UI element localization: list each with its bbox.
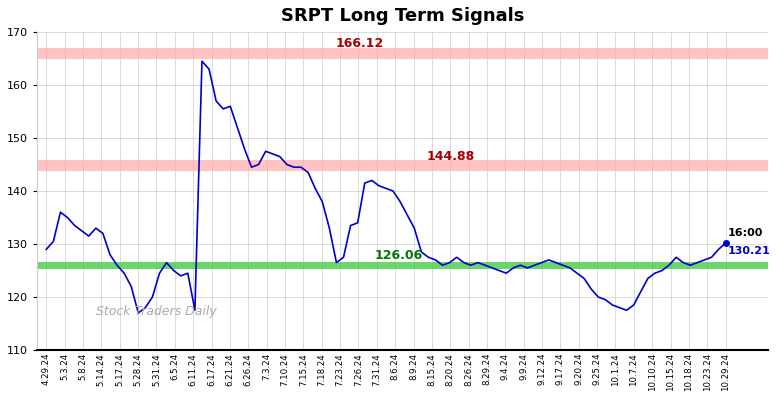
Text: 144.88: 144.88 [426, 150, 475, 162]
Text: 126.06: 126.06 [374, 249, 423, 262]
Text: 130.21: 130.21 [728, 246, 770, 256]
Text: Stock Traders Daily: Stock Traders Daily [96, 305, 216, 318]
Text: 166.12: 166.12 [336, 37, 384, 50]
Title: SRPT Long Term Signals: SRPT Long Term Signals [281, 7, 524, 25]
Text: 16:00: 16:00 [728, 228, 763, 238]
